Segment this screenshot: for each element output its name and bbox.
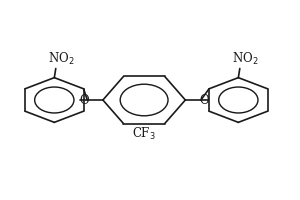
Text: O: O <box>200 94 209 107</box>
Text: NO$_2$: NO$_2$ <box>48 51 75 67</box>
Text: NO$_2$: NO$_2$ <box>232 51 259 67</box>
Text: O: O <box>79 94 88 106</box>
Text: CF$_3$: CF$_3$ <box>132 126 156 142</box>
